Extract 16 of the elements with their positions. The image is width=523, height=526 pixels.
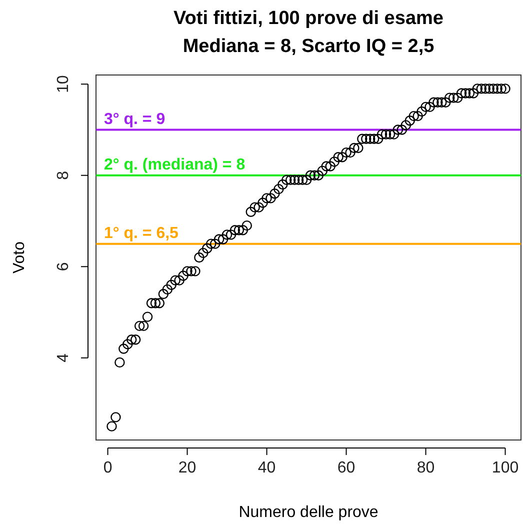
x-tick-label: 40	[258, 459, 276, 476]
x-tick-label: 100	[492, 459, 519, 476]
x-tick-label: 60	[337, 459, 356, 476]
ref-line-label: 3° q. = 9	[104, 110, 166, 128]
ref-line-label: 1° q. = 6,5	[104, 224, 179, 242]
y-tick-label: 4	[55, 353, 72, 362]
y-tick-label: 10	[55, 75, 72, 94]
x-axis-title: Numero delle prove	[238, 504, 378, 521]
chart-title: Voti fittizi, 100 prove di esame Mediana = 8, Scarto IQ = 2,5	[174, 8, 444, 57]
y-axis-title: Voto	[11, 241, 28, 274]
x-tick-label: 20	[178, 459, 196, 476]
x-tick-label: 80	[416, 459, 435, 476]
y-tick-label: 6	[55, 262, 72, 272]
y-tick-label: 8	[55, 170, 72, 180]
x-tick-label: 0	[103, 459, 112, 476]
ref-line-label: 2° q. (mediana) = 8	[104, 156, 246, 174]
